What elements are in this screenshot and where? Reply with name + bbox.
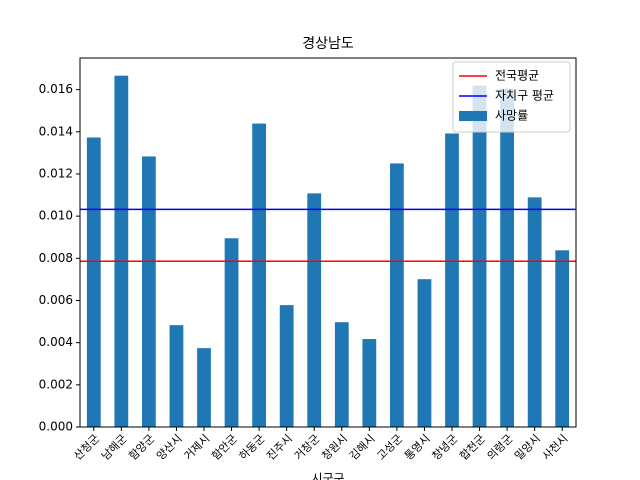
- bar: [334, 322, 349, 427]
- y-tick-label: 0.010: [39, 209, 73, 223]
- y-tick-label: 0.014: [39, 124, 73, 138]
- bar: [197, 348, 211, 427]
- x-axis-label: 시군구: [311, 472, 344, 480]
- legend-swatch: [459, 111, 487, 121]
- bar: [445, 133, 459, 427]
- bar: [114, 75, 129, 427]
- bar: [555, 250, 570, 427]
- bar: [390, 163, 404, 427]
- bar: [142, 156, 156, 428]
- y-tick-label: 0.006: [39, 293, 73, 307]
- bar: [417, 279, 432, 427]
- y-tick-label: 0.012: [39, 166, 73, 180]
- bar: [169, 325, 184, 427]
- bar: [527, 197, 542, 427]
- plot-frame: [79, 57, 577, 428]
- bar: [252, 123, 266, 427]
- y-tick-label: 0.002: [39, 377, 73, 391]
- legend-label: 전국평균: [495, 69, 539, 83]
- legend-label: 사망률: [495, 109, 528, 123]
- y-tick-label: 0.016: [39, 82, 73, 96]
- bar: [500, 88, 514, 428]
- legend-label: 자치구 평균: [495, 89, 554, 103]
- y-tick-label: 0.000: [39, 420, 73, 434]
- chart-title: 경상남도: [302, 36, 354, 52]
- bar: [279, 305, 294, 427]
- y-tick-label: 0.004: [39, 335, 73, 349]
- bar: [472, 85, 487, 427]
- y-tick-label: 0.008: [39, 251, 73, 265]
- bar: [307, 193, 322, 427]
- bar: [224, 238, 239, 427]
- bar: [86, 137, 101, 427]
- bar: [362, 339, 377, 427]
